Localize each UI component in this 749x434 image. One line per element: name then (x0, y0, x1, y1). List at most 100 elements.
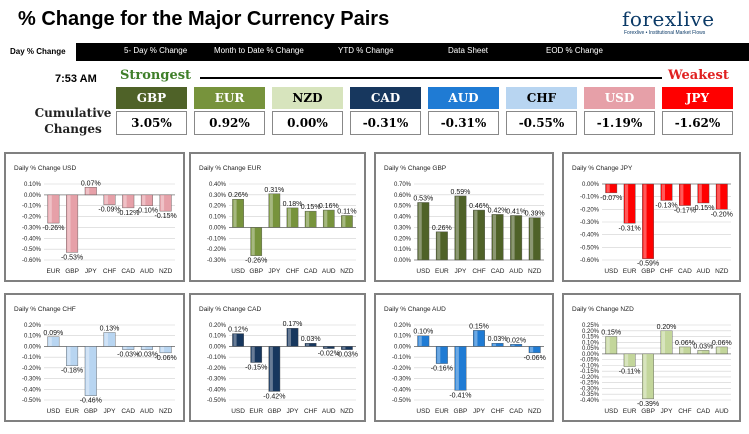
data-label: -0.03% (336, 352, 358, 359)
data-label: -0.15% (155, 213, 177, 220)
x-tick-label: GBP (641, 408, 655, 415)
data-label: 0.17% (283, 321, 303, 328)
bar-highlight (680, 184, 684, 206)
bar-highlight (698, 184, 702, 203)
y-tick-label: -0.20% (580, 207, 600, 213)
bar (660, 330, 673, 355)
data-label: 0.12% (228, 327, 248, 334)
currency-value: 0.92% (194, 111, 265, 135)
x-tick-label: JPY (473, 408, 486, 415)
chart-title: Daily % Change EUR (199, 165, 261, 172)
y-tick-label: 0.20% (394, 323, 412, 329)
tab-eod-change[interactable]: EOD % Change (546, 46, 603, 55)
y-tick-label: 0.10% (394, 334, 412, 340)
data-label: 0.26% (432, 225, 452, 232)
data-label: 0.11% (337, 208, 356, 215)
data-label: -0.06% (524, 355, 546, 362)
x-tick-label: GBP (454, 408, 468, 415)
x-tick-label: EUR (65, 408, 79, 415)
tab-ytd-change[interactable]: YTD % Change (338, 46, 394, 55)
data-label: 0.31% (264, 187, 284, 194)
bar (122, 194, 135, 209)
forexlive-logo[interactable]: forexlive Forexlive • Institutional Mark… (622, 7, 732, 39)
data-label: -0.13% (655, 202, 677, 209)
logo-text: forexlive (622, 7, 715, 31)
tab-day-change[interactable]: Day % Change (0, 43, 76, 61)
bar-highlight (418, 336, 422, 346)
bar-highlight (324, 210, 328, 227)
y-tick-label: 0.10% (394, 247, 412, 253)
data-label: 0.03% (301, 336, 321, 343)
y-tick-label: 0.00% (209, 225, 227, 231)
tab-bar: Day % Change 5- Day % Change Month to Da… (0, 43, 749, 61)
currency-box-usd: USD -1.19% (584, 87, 655, 135)
bar (510, 215, 523, 261)
y-tick-label: 0.10% (209, 215, 227, 221)
bar (679, 183, 691, 206)
x-tick-label: JPY (268, 268, 281, 275)
currency-box-jpy: JPY -1.62% (662, 87, 733, 135)
data-label: -0.16% (431, 366, 453, 373)
data-label: 0.09% (43, 330, 63, 337)
bar-highlight (342, 215, 346, 227)
bar (473, 209, 485, 261)
bar-highlight (233, 334, 237, 346)
data-label: 0.20% (657, 324, 677, 331)
y-tick-label: 0.30% (394, 225, 412, 231)
chart-title: Daily % Change AUD (384, 306, 446, 313)
y-tick-label: 0.00% (394, 344, 412, 350)
bar (286, 328, 299, 347)
y-tick-label: 0.40% (209, 182, 227, 188)
data-label: -0.02% (318, 351, 340, 358)
bar-highlight (606, 184, 610, 193)
chart-title: Daily % Change CHF (14, 306, 76, 313)
y-tick-label: -0.20% (22, 215, 42, 221)
data-label: -0.59% (637, 261, 659, 268)
data-label: -0.09% (98, 207, 120, 214)
bar-highlight (306, 343, 310, 346)
currency-value: -1.19% (584, 111, 655, 135)
bar (679, 346, 691, 355)
y-tick-label: -0.50% (392, 398, 412, 404)
y-tick-label: 0.00% (582, 352, 600, 358)
data-label: 0.06% (675, 340, 695, 347)
bar (491, 214, 504, 261)
bar (528, 217, 541, 261)
y-tick-label: -0.30% (22, 377, 42, 383)
y-tick-label: 0.70% (394, 182, 412, 188)
data-label: -0.15% (245, 365, 267, 372)
data-label: 0.06% (712, 340, 732, 347)
x-tick-label: EUR (623, 268, 637, 275)
y-tick-label: -0.50% (580, 245, 600, 251)
tab-5-day-change[interactable]: 5- Day % Change (124, 46, 188, 55)
currency-name: GBP (116, 87, 187, 109)
x-tick-label: USD (604, 268, 618, 275)
weakest-label: Weakest (668, 68, 729, 83)
bar (510, 344, 523, 347)
currency-box-chf: CHF -0.55% (506, 87, 577, 135)
data-label: -0.17% (674, 208, 696, 215)
x-tick-label: NZD (715, 268, 729, 275)
bar (232, 199, 244, 228)
tab-data-sheet[interactable]: Data Sheet (448, 46, 489, 55)
y-tick-label: -0.10% (580, 363, 600, 369)
y-tick-label: -0.50% (22, 398, 42, 404)
currency-box-cad: CAD -0.31% (350, 87, 421, 135)
chart-title: Daily % Change CAD (199, 306, 261, 313)
chart-aud: Daily % Change AUD 0.20% 0.10% 0.00% -0.10% -… (374, 293, 554, 422)
x-tick-label: USD (416, 408, 430, 415)
y-tick-label: -0.30% (22, 225, 42, 231)
bar (159, 194, 172, 212)
currency-value: 3.05% (116, 111, 187, 135)
currency-name: EUR (194, 87, 265, 109)
chart-title: Daily % Change NZD (572, 306, 634, 313)
y-tick-label: -0.20% (392, 366, 412, 372)
bar (268, 193, 281, 228)
bar (84, 187, 97, 196)
tab-month-to-date-change[interactable]: Month to Date % Change (214, 46, 304, 55)
data-label: -0.31% (619, 225, 641, 232)
bar-highlight (251, 346, 255, 362)
y-tick-label: -0.40% (22, 387, 42, 393)
chart-nzd: Daily % Change NZD 0.25% 0.20% 0.15% 0.10% 0.… (562, 293, 741, 422)
x-tick-label: JPY (85, 268, 98, 275)
